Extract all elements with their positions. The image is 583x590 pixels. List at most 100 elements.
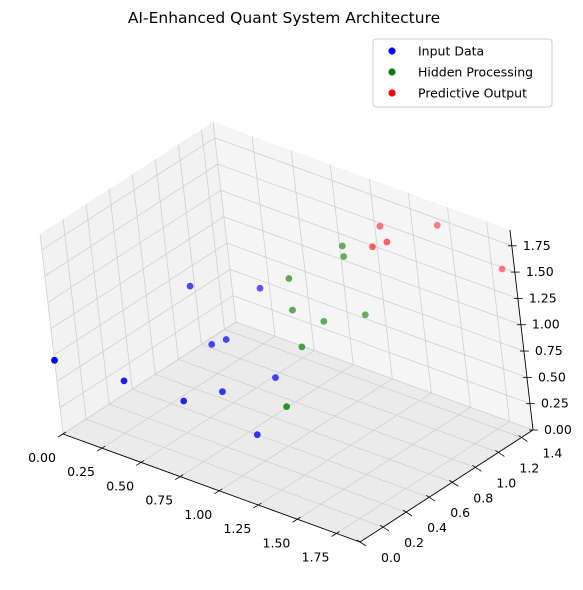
legend-marker-hidden-processing [388,68,396,76]
point-input-data [180,397,188,405]
gridline-z-back [214,137,512,247]
point-input-data [222,336,230,343]
y-tick-mark [472,465,482,472]
gridline-z-side [41,137,216,251]
gridline-x-floor [336,421,510,534]
gridline-x-back [407,193,432,394]
z-tick-label: 1.75 [523,238,551,253]
z-tick-label: 0.50 [538,369,566,384]
floor-pane [63,322,533,542]
gridline-y-floor [85,418,384,528]
y-tick-mark [356,539,367,547]
y-tick-label: 0.0 [381,550,401,565]
x-tick-mark [253,502,262,509]
axes-panes [40,122,533,542]
x-tick-mark [214,488,223,495]
point-hidden-processing [285,275,293,282]
x-tick-mark [292,516,301,523]
z-tick-label: 0.25 [541,396,569,411]
x-tick-label: 0.75 [145,493,173,508]
y-tick-label: 0.6 [450,505,470,520]
point-input-data [272,374,279,381]
scatter-points [51,221,506,439]
x-tick-label: 0.25 [67,464,95,479]
gridline-z-back [223,216,522,326]
gridline-y-floor [178,358,476,468]
point-predictive-output [498,265,506,273]
y-tick-label: 0.2 [404,535,424,550]
gridline-y-side [131,174,156,375]
y-tick-label: 1.2 [519,460,539,475]
gridline-z-back [226,242,525,352]
z-tick-label: 0.00 [544,422,572,437]
point-hidden-processing [283,403,290,410]
y-tick-mark [449,479,459,487]
x-tick-label: 1.50 [263,535,291,550]
gridline-x-floor [258,392,432,506]
point-hidden-processing [289,306,296,314]
point-input-data [186,282,194,290]
x-tick-label: 1.00 [184,507,212,522]
point-input-data [51,356,58,364]
y-tick-label: 0.4 [427,520,447,535]
y-tick-label: 0.8 [473,490,493,505]
point-predictive-output [376,222,384,230]
gridline-y-side [85,204,110,405]
gridline-z-back [235,321,534,431]
gridline-x-back [486,221,510,422]
gridline-x-back [447,207,471,408]
gridline-x-back [329,164,354,365]
x-tick-mark [135,460,145,466]
legend-frame [372,38,553,108]
legend-marker-input-data [388,47,396,55]
point-hidden-processing [320,318,328,325]
gridline-z-side [47,190,222,303]
gridline-y-floor [155,373,453,483]
legend-label-hidden-processing: Hidden Processing [418,65,533,80]
axes-ticks: 0.000.250.500.751.001.251.501.75 0.00.20.… [28,238,572,565]
gridline-y-side [154,159,179,360]
y-tick-mark [402,509,413,517]
gridline-x-back [290,150,315,351]
point-predictive-output [369,243,376,251]
gridline-x-floor [219,378,393,492]
point-input-data [120,377,128,385]
gridline-x-floor [297,406,471,520]
gridline-z-side [53,242,228,356]
gridline-z-back [220,190,519,299]
point-predictive-output [383,238,391,246]
point-input-data [219,388,226,396]
point-input-data [253,431,261,439]
point-hidden-processing [361,311,369,319]
y-tick-label: 1.0 [496,475,516,490]
gridline-z-side [62,321,237,435]
gridline-y-side [201,129,225,330]
gridline-x-floor [180,364,354,477]
gridline-z-side [59,295,234,409]
x-tick-mark [57,431,67,438]
x-tick-mark [331,531,340,537]
side-pane [40,122,236,434]
point-hidden-processing [298,343,306,351]
y-tick-mark [518,435,528,442]
gridline-x-floor [140,350,315,463]
x-tick-label: 0.00 [28,450,56,465]
gridline-z-side [50,216,225,330]
x-tick-label: 1.25 [223,521,251,536]
gridline-z-side [44,163,219,277]
legend-marker-predictive-output [388,89,396,97]
z-tick-label: 0.75 [535,343,563,358]
gridline-z-side [56,269,231,382]
y-tick-mark [379,524,390,532]
gridline-z-back [229,268,528,378]
z-tick-label: 1.00 [532,317,560,332]
gridline-y-side [178,144,202,345]
gridline-x-back [212,121,237,323]
legend-label-predictive-output: Predictive Output [418,86,527,101]
gridline-y-side [39,233,64,435]
gridline-y-floor [108,403,407,513]
point-input-data [208,341,216,348]
gridline-y-floor [132,388,430,498]
point-hidden-processing [339,242,346,250]
